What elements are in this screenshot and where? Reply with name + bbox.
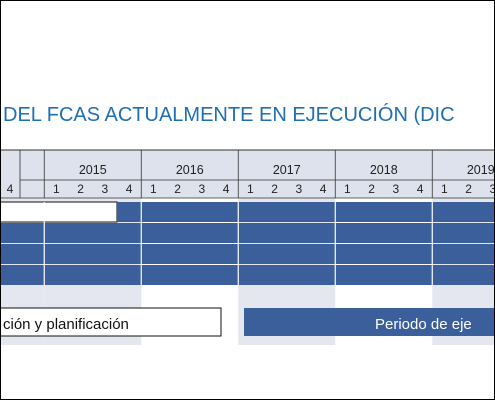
- quarter-label-2016-q1: 1: [150, 182, 157, 196]
- legend-execution-box: [244, 308, 495, 336]
- year-label-2018: 2018: [370, 163, 398, 177]
- formulation-bar-row-1: [0, 201, 118, 223]
- year-label-2017: 2017: [273, 163, 301, 177]
- year-label-2019: 2019: [467, 163, 495, 177]
- execution-bar-row-1: [117, 202, 495, 222]
- legend-formulation-box: [0, 307, 222, 337]
- quarter-label-2018-q2: 2: [368, 182, 375, 196]
- quarter-label-2019-q3: 3: [490, 182, 495, 196]
- quarter-label-2019-q1: 1: [441, 182, 448, 196]
- quarter-label-2016-q2: 2: [174, 182, 181, 196]
- quarter-label-2019-q2: 2: [465, 182, 472, 196]
- execution-bar-row-2: [0, 223, 495, 243]
- legend-execution-label: Periodo de eje: [375, 316, 472, 333]
- legend: ción y planificación Periodo de eje: [0, 307, 495, 337]
- year-label-2016: 2016: [176, 163, 204, 177]
- quarter-label-2015-q1: 1: [53, 182, 60, 196]
- quarter-label-leading: 4: [7, 182, 14, 196]
- chart-title: DEL FCAS ACTUALMENTE EN EJECUCIÓN (DIC: [3, 103, 455, 126]
- legend-formulation-label: ción y planificación: [3, 316, 129, 333]
- quarter-label-2016-q4: 4: [223, 182, 230, 196]
- execution-bar-row-3: [0, 244, 495, 264]
- quarter-label-2018-q1: 1: [344, 182, 351, 196]
- year-label-2015: 2015: [79, 163, 107, 177]
- execution-bar-row-4: [0, 265, 495, 285]
- quarter-label-2017-q4: 4: [320, 182, 327, 196]
- quarter-label-2015-q4: 4: [126, 182, 133, 196]
- quarter-label-2017-q1: 1: [247, 182, 254, 196]
- quarter-label-2015-q2: 2: [77, 182, 84, 196]
- quarter-label-2015-q3: 3: [102, 182, 109, 196]
- year-labels: 2015 2016 2017 2018 2019: [79, 163, 495, 177]
- quarter-label-2017-q2: 2: [271, 182, 278, 196]
- quarter-label-2017-q3: 3: [296, 182, 303, 196]
- year-dividers: [19, 150, 433, 198]
- quarter-labels: 412341234123412341234: [7, 182, 495, 196]
- quarter-label-2016-q3: 3: [199, 182, 206, 196]
- gantt-bars: [0, 201, 495, 286]
- header-band: [0, 150, 495, 198]
- quarter-label-2018-q4: 4: [417, 182, 424, 196]
- quarter-label-2018-q3: 3: [393, 182, 400, 196]
